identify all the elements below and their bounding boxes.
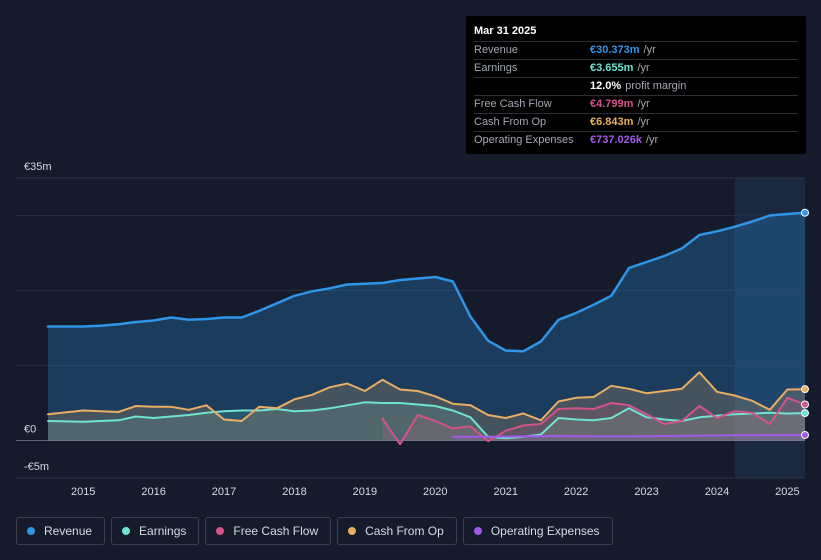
tooltip-rows: Revenue €30.373m/yr Earnings €3.655m/yr 12.0… (474, 41, 798, 149)
x-tick-label: 2024 (705, 486, 729, 498)
tooltip-row: Operating Expenses €737.026k/yr (474, 131, 798, 149)
legend-item-free-cash-flow[interactable]: Free Cash Flow (205, 517, 332, 545)
x-tick-label: 2025 (775, 486, 799, 498)
x-tick-label: 2023 (634, 486, 658, 498)
tooltip-row-unit: /yr (643, 44, 656, 56)
tooltip-row-value: €4.799m (590, 98, 634, 110)
x-tick-label: 2021 (493, 486, 517, 498)
tooltip-row-unit: /yr (646, 134, 659, 146)
axis-labels: €35m €0 -€5m 2015 2016 2017 2018 2019 2020 2021 20… (24, 161, 800, 498)
tooltip-row: 12.0% profit margin (474, 77, 798, 95)
tooltip-row-unit: /yr (637, 116, 650, 128)
series-areas (48, 212, 805, 445)
tooltip-row-unit: /yr (637, 98, 650, 110)
tooltip-row-label: Cash From Op (474, 116, 547, 128)
chart-area: €35m €0 -€5m 2015 2016 2017 2018 2019 2020 2021 20… (16, 161, 809, 498)
end-marker-operating-expenses (801, 430, 809, 439)
tooltip-row: Revenue €30.373m/yr (474, 41, 798, 59)
y-tick-label: €0 (24, 424, 36, 436)
legend-item-earnings[interactable]: Earnings (111, 517, 200, 545)
tooltip-row-value: €737.026k (590, 134, 642, 146)
tooltip-row-label: Free Cash Flow (474, 98, 552, 110)
legend-label: Revenue (44, 524, 93, 538)
area-earnings (48, 402, 805, 441)
legend-label: Free Cash Flow (233, 524, 319, 538)
tooltip-row-label: Revenue (474, 44, 519, 56)
line-revenue (46, 211, 807, 353)
legend-item-operating-expenses[interactable]: Operating Expenses (462, 517, 613, 545)
legend-dot-icon (216, 527, 225, 535)
line-free-cash-flow (381, 396, 806, 446)
legend-label: Earnings (139, 524, 187, 538)
legend-dot-icon (122, 527, 131, 535)
y-tick-label: -€5m (24, 461, 49, 473)
end-marker-revenue (801, 208, 809, 217)
tooltip-row-label (474, 78, 590, 95)
legend-item-revenue[interactable]: Revenue (16, 517, 106, 545)
forecast-shade (734, 178, 805, 478)
tooltip-row-unit: /yr (637, 62, 650, 74)
area-revenue (48, 212, 805, 441)
legend-label: Operating Expenses (490, 524, 600, 538)
x-tick-label: 2016 (141, 486, 165, 498)
end-marker-cash-from-op (801, 385, 809, 394)
legend-dot-icon (27, 527, 35, 535)
gridlines (16, 177, 805, 479)
chart-legend: Revenue Earnings Free Cash Flow Cash From O… (16, 517, 619, 545)
tooltip-row: Earnings €3.655m/yr (474, 59, 798, 77)
tooltip-row-value: 12.0% (590, 80, 622, 92)
tooltip-row-label: Operating Expenses (474, 134, 574, 146)
legend-dot-icon (473, 527, 482, 535)
x-tick-label: 2020 (423, 486, 447, 498)
legend-label: Cash From Op (365, 524, 444, 538)
tooltip-row: Cash From Op €6.843m/yr (474, 113, 798, 131)
line-operating-expenses (451, 434, 806, 438)
x-tick-label: 2022 (564, 486, 588, 498)
x-tick-label: 2018 (282, 486, 306, 498)
series-lines (46, 211, 807, 446)
tooltip-row-value: €3.655m (590, 62, 634, 74)
series-end-markers (801, 208, 809, 439)
line-cash-from-op (47, 371, 806, 422)
tooltip-date: Mar 31 2025 (474, 25, 537, 37)
tooltip-row: Free Cash Flow €4.799m/yr (474, 95, 798, 113)
y-tick-label: €35m (24, 161, 52, 173)
data-tooltip: Mar 31 2025 Revenue €30.373m/yr Earnings €3… (466, 16, 806, 154)
legend-dot-icon (348, 527, 357, 535)
x-tick-label: 2017 (212, 486, 236, 498)
x-tick-label: 2015 (71, 486, 95, 498)
x-tick-label: 2019 (353, 486, 377, 498)
tooltip-row-value: €6.843m (590, 116, 634, 128)
tooltip-row-unit: profit margin (625, 80, 687, 92)
end-marker-earnings (801, 409, 809, 418)
tooltip-row-value: €30.373m (590, 44, 640, 56)
tooltip-row-label: Earnings (474, 62, 518, 74)
legend-item-cash-from-op[interactable]: Cash From Op (337, 517, 457, 545)
area-cash-from-op (48, 372, 805, 441)
end-marker-free-cash-flow (801, 400, 809, 409)
